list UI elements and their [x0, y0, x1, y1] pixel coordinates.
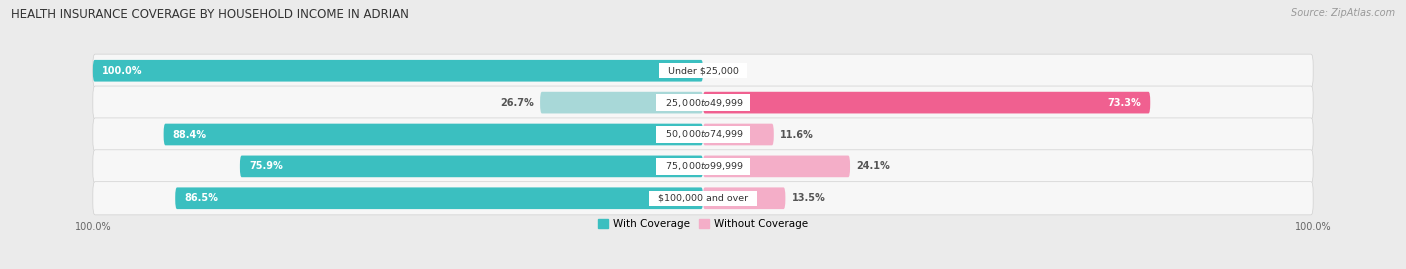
Text: Under $25,000: Under $25,000 — [662, 66, 744, 75]
FancyBboxPatch shape — [93, 118, 1313, 151]
FancyBboxPatch shape — [93, 54, 1313, 87]
Text: 26.7%: 26.7% — [501, 98, 534, 108]
Text: 75.9%: 75.9% — [249, 161, 283, 171]
Text: 73.3%: 73.3% — [1108, 98, 1142, 108]
FancyBboxPatch shape — [540, 92, 703, 114]
FancyBboxPatch shape — [93, 150, 1313, 183]
Text: Source: ZipAtlas.com: Source: ZipAtlas.com — [1291, 8, 1395, 18]
FancyBboxPatch shape — [703, 92, 1150, 114]
Text: 88.4%: 88.4% — [173, 129, 207, 140]
Text: $100,000 and over: $100,000 and over — [652, 194, 754, 203]
Text: $75,000 to $99,999: $75,000 to $99,999 — [658, 160, 748, 172]
Text: 24.1%: 24.1% — [856, 161, 890, 171]
FancyBboxPatch shape — [93, 182, 1313, 215]
FancyBboxPatch shape — [703, 124, 773, 145]
Text: HEALTH INSURANCE COVERAGE BY HOUSEHOLD INCOME IN ADRIAN: HEALTH INSURANCE COVERAGE BY HOUSEHOLD I… — [11, 8, 409, 21]
FancyBboxPatch shape — [240, 155, 703, 177]
Text: 13.5%: 13.5% — [792, 193, 825, 203]
Text: 11.6%: 11.6% — [780, 129, 814, 140]
FancyBboxPatch shape — [703, 187, 786, 209]
FancyBboxPatch shape — [176, 187, 703, 209]
FancyBboxPatch shape — [93, 60, 703, 82]
Text: $50,000 to $74,999: $50,000 to $74,999 — [658, 129, 748, 140]
Text: $25,000 to $49,999: $25,000 to $49,999 — [658, 97, 748, 109]
Legend: With Coverage, Without Coverage: With Coverage, Without Coverage — [598, 219, 808, 229]
FancyBboxPatch shape — [703, 155, 851, 177]
Text: 100.0%: 100.0% — [103, 66, 142, 76]
Text: 86.5%: 86.5% — [184, 193, 218, 203]
FancyBboxPatch shape — [93, 86, 1313, 119]
FancyBboxPatch shape — [163, 124, 703, 145]
